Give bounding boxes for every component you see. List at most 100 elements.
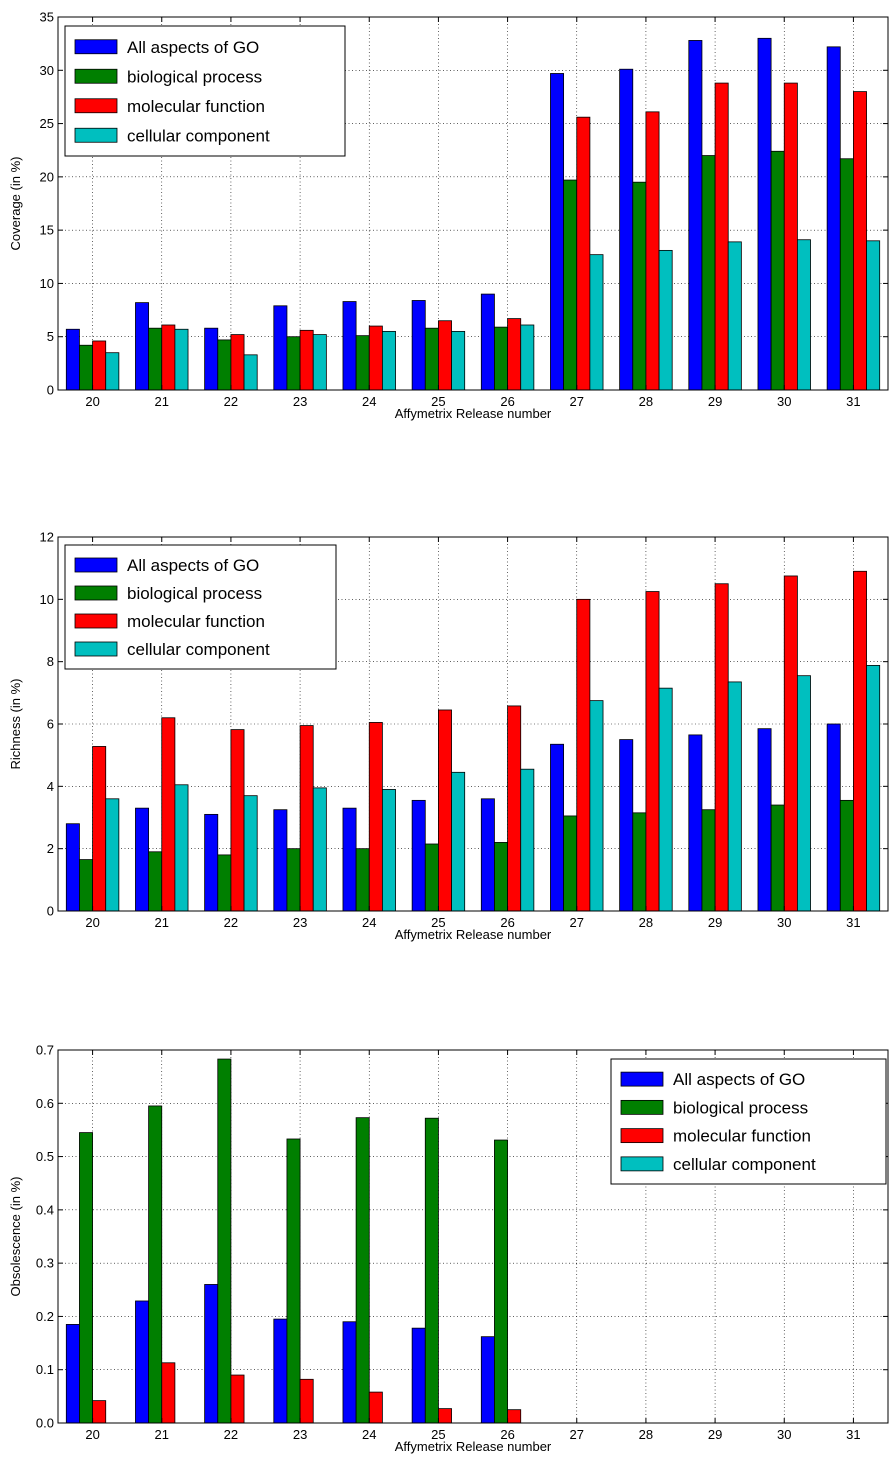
x-tick-label: 23 <box>293 915 307 930</box>
x-tick-label: 27 <box>570 915 584 930</box>
bar-cc-26 <box>520 768 535 912</box>
legend: All aspects of GO biological process molec… <box>610 1058 887 1185</box>
bar-bp-30 <box>770 150 785 391</box>
bar-cc-22 <box>243 354 258 391</box>
bar-mf-23 <box>299 329 314 391</box>
y-tick-label: 12 <box>40 530 54 545</box>
bar-mf-31 <box>853 91 867 391</box>
bar-all-25 <box>411 1327 426 1424</box>
bar-mf-22 <box>230 334 245 391</box>
axes-frame <box>57 16 889 391</box>
chart-panel-1: 0 5 10 15 20 25 30 35 20 21 22 23 24 25 26 27 28 29 30 31 Af… <box>8 10 889 421</box>
x-tick-label: 21 <box>155 394 169 409</box>
bar-mf-28 <box>645 111 660 391</box>
bar-bp-28 <box>632 812 647 912</box>
bar-all-20 <box>65 1324 80 1424</box>
y-tick-label: 8 <box>47 654 54 669</box>
y-tick-label: 6 <box>47 717 54 732</box>
bar-cc-20 <box>105 798 120 912</box>
y-axis-label: Obsolescence (in %) <box>8 1177 23 1297</box>
x-tick-label: 28 <box>639 394 653 409</box>
legend-label-all: All aspects of GO <box>127 38 259 57</box>
bar-mf-23 <box>299 1378 314 1424</box>
bar-mf-21 <box>161 717 176 912</box>
y-tick-label: 0.5 <box>36 1149 54 1164</box>
x-tick-label: 22 <box>224 1427 238 1442</box>
bar-bp-24 <box>355 335 370 391</box>
axes-frame <box>57 1049 889 1424</box>
bar-bp-22 <box>217 1058 232 1424</box>
bar-cc-24 <box>381 330 396 391</box>
bar-all-31 <box>826 46 841 391</box>
bar-bp-27 <box>563 179 578 391</box>
legend-swatch-bp <box>74 68 118 84</box>
bar-mf-25 <box>438 320 452 391</box>
legend: All aspects of GO biological process molec… <box>64 25 346 157</box>
y-tick-label: 2 <box>47 841 54 856</box>
bar-all-30 <box>757 37 772 391</box>
bar-mf-22 <box>230 729 245 912</box>
y-tick-label: 0 <box>47 904 54 919</box>
legend-swatch-mf <box>620 1128 664 1144</box>
bar-mf-22 <box>230 1374 245 1424</box>
y-tick-label: 35 <box>40 10 54 25</box>
bar-all-20 <box>65 328 80 391</box>
bar-mf-24 <box>368 325 383 391</box>
bar-mf-26 <box>507 318 522 391</box>
bar-cc-31 <box>866 240 881 391</box>
legend-swatch-all <box>74 557 118 573</box>
bar-all-21 <box>135 1300 150 1424</box>
bar-cc-25 <box>451 771 466 912</box>
bar-cc-21 <box>174 784 189 912</box>
bar-all-26 <box>480 1336 495 1424</box>
bar-bp-21 <box>148 851 163 912</box>
x-tick-label: 20 <box>85 915 99 930</box>
bar-cc-26 <box>520 324 535 391</box>
y-tick-label: 0.3 <box>36 1256 54 1271</box>
bar-bp-26 <box>494 842 508 912</box>
bar-all-28 <box>619 68 634 391</box>
x-axis-label: Affymetrix Release number <box>395 1439 552 1454</box>
x-tick-label: 29 <box>708 1427 722 1442</box>
bar-bp-23 <box>286 1138 301 1424</box>
bar-mf-29 <box>714 583 729 912</box>
bar-all-31 <box>826 723 841 912</box>
bar-cc-28 <box>658 249 673 391</box>
x-tick-label: 24 <box>362 1427 376 1442</box>
x-axis-label: Affymetrix Release number <box>395 406 552 421</box>
bar-cc-21 <box>174 328 189 391</box>
legend-swatch-cc <box>74 641 118 657</box>
bar-all-24 <box>342 301 357 391</box>
bar-cc-25 <box>451 330 466 391</box>
bar-bp-30 <box>770 804 785 912</box>
y-axis-label: Richness (in %) <box>8 678 23 769</box>
legend-swatch-cc <box>74 127 118 143</box>
legend: All aspects of GO biological process molec… <box>64 544 337 670</box>
bar-bp-24 <box>355 1117 370 1424</box>
bar-mf-23 <box>299 725 314 912</box>
bar-cc-27 <box>589 254 604 391</box>
bar-cc-29 <box>727 681 742 912</box>
x-tick-label: 25 <box>431 1427 445 1442</box>
bar-mf-27 <box>576 116 591 391</box>
bar-mf-21 <box>161 324 176 391</box>
x-tick-label: 23 <box>293 1427 307 1442</box>
bar-mf-25 <box>438 709 452 912</box>
legend-swatch-bp <box>620 1099 664 1115</box>
bar-cc-23 <box>312 787 327 912</box>
x-tick-label: 21 <box>155 915 169 930</box>
y-tick-label: 10 <box>40 592 54 607</box>
bar-bp-21 <box>148 1105 163 1424</box>
x-tick-label: 23 <box>293 394 307 409</box>
bar-bp-20 <box>79 344 93 391</box>
x-axis-label: Affymetrix Release number <box>395 927 552 942</box>
bar-mf-20 <box>92 1400 107 1424</box>
x-tick-label: 25 <box>431 394 445 409</box>
x-tick-label: 27 <box>570 394 584 409</box>
bar-all-29 <box>688 40 703 391</box>
y-tick-label: 15 <box>40 223 54 238</box>
bar-all-24 <box>342 807 357 912</box>
bar-mf-31 <box>853 570 867 912</box>
